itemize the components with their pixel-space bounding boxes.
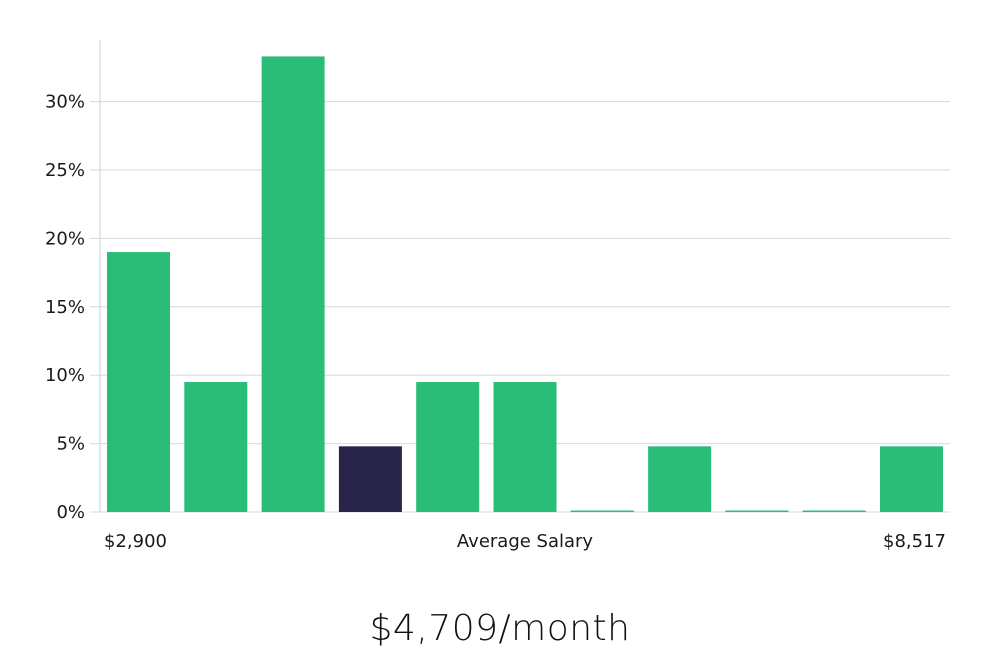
x-start-label: $2,900: [104, 531, 167, 552]
y-tick-label: 5%: [56, 434, 85, 455]
bar: [416, 382, 480, 512]
salary-histogram: 0% 5% 10% 15% 20% 25% 30% $2,900 Average Salar…: [45, 40, 950, 552]
bar: [570, 510, 634, 512]
bar: [880, 446, 943, 512]
bar: [261, 56, 325, 513]
y-tick-label: 20%: [45, 228, 85, 249]
y-tick-label: 25%: [45, 160, 85, 181]
average-salary-caption: $4,709/month: [369, 608, 631, 649]
bar: [725, 510, 789, 512]
x-axis-title: Average Salary: [457, 531, 594, 552]
bar: [107, 252, 170, 512]
y-tick-label: 15%: [45, 297, 85, 318]
y-tick-label: 30%: [45, 92, 85, 113]
y-axis: 0% 5% 10% 15% 20% 25% 30%: [45, 92, 85, 523]
bar: [493, 382, 557, 512]
bar: [648, 446, 712, 512]
bar-highlighted: [338, 446, 402, 512]
y-tick-label: 10%: [45, 365, 85, 386]
bars: [107, 56, 943, 513]
bar: [802, 510, 866, 512]
bar: [184, 382, 248, 512]
x-end-label: $8,517: [883, 531, 946, 552]
y-tick-label: 0%: [56, 502, 85, 523]
